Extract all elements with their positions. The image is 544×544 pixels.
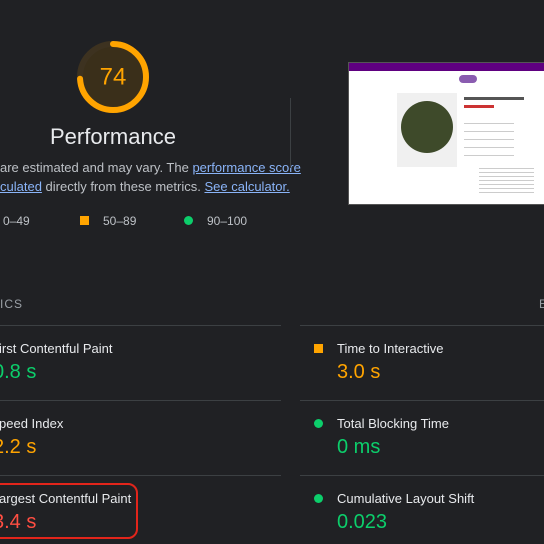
legend-icon [80,216,89,225]
separator [300,400,544,401]
metric-label: peed Index [0,416,64,431]
description: are estimated and may vary. The performa… [0,160,301,175]
gauge-score: 74 [100,63,127,90]
text: directly from these metrics. [41,179,205,194]
metric-value: 2.2 s [0,436,37,458]
metric-value: 3.0 s [337,361,381,383]
metric-value: 0.023 [337,511,388,533]
metric-value: 0 ms [337,436,381,458]
legend-label: 50–89 [103,214,137,228]
text: are estimated and may vary. The [0,160,193,175]
metrics-header: ICS [0,297,24,311]
link[interactable]: See calculator. [204,179,290,194]
highlight-box [0,483,138,539]
screenshot [348,62,544,205]
legend-label: 90–100 [207,214,248,228]
metric-value: 0.8 s [0,361,37,383]
separator [0,400,281,401]
separator [0,325,281,326]
description: culated directly from these metrics. See… [0,179,290,194]
gauge-title: Performance [50,124,176,149]
gauge-arc [77,41,149,113]
separator [300,475,544,476]
metric-value: 3.4 s [0,511,37,533]
metric-label: irst Contentful Paint [0,341,113,356]
separator [0,475,281,476]
metric-label: argest Contentful Paint [0,491,132,506]
metric-icon [314,344,323,353]
metric-icon [314,494,323,503]
link[interactable]: culated [0,179,42,194]
metric-label: Cumulative Layout Shift [337,491,475,506]
divider [290,98,291,168]
link[interactable]: performance score [192,160,301,175]
gauge: 74 [77,41,149,113]
metric-label: Total Blocking Time [337,416,449,431]
metric-icon [314,419,323,428]
separator [300,325,544,326]
legend-icon [184,216,193,225]
right-header: E [539,297,544,311]
legend-label: 0–49 [3,214,30,228]
metric-label: Time to Interactive [337,341,444,356]
